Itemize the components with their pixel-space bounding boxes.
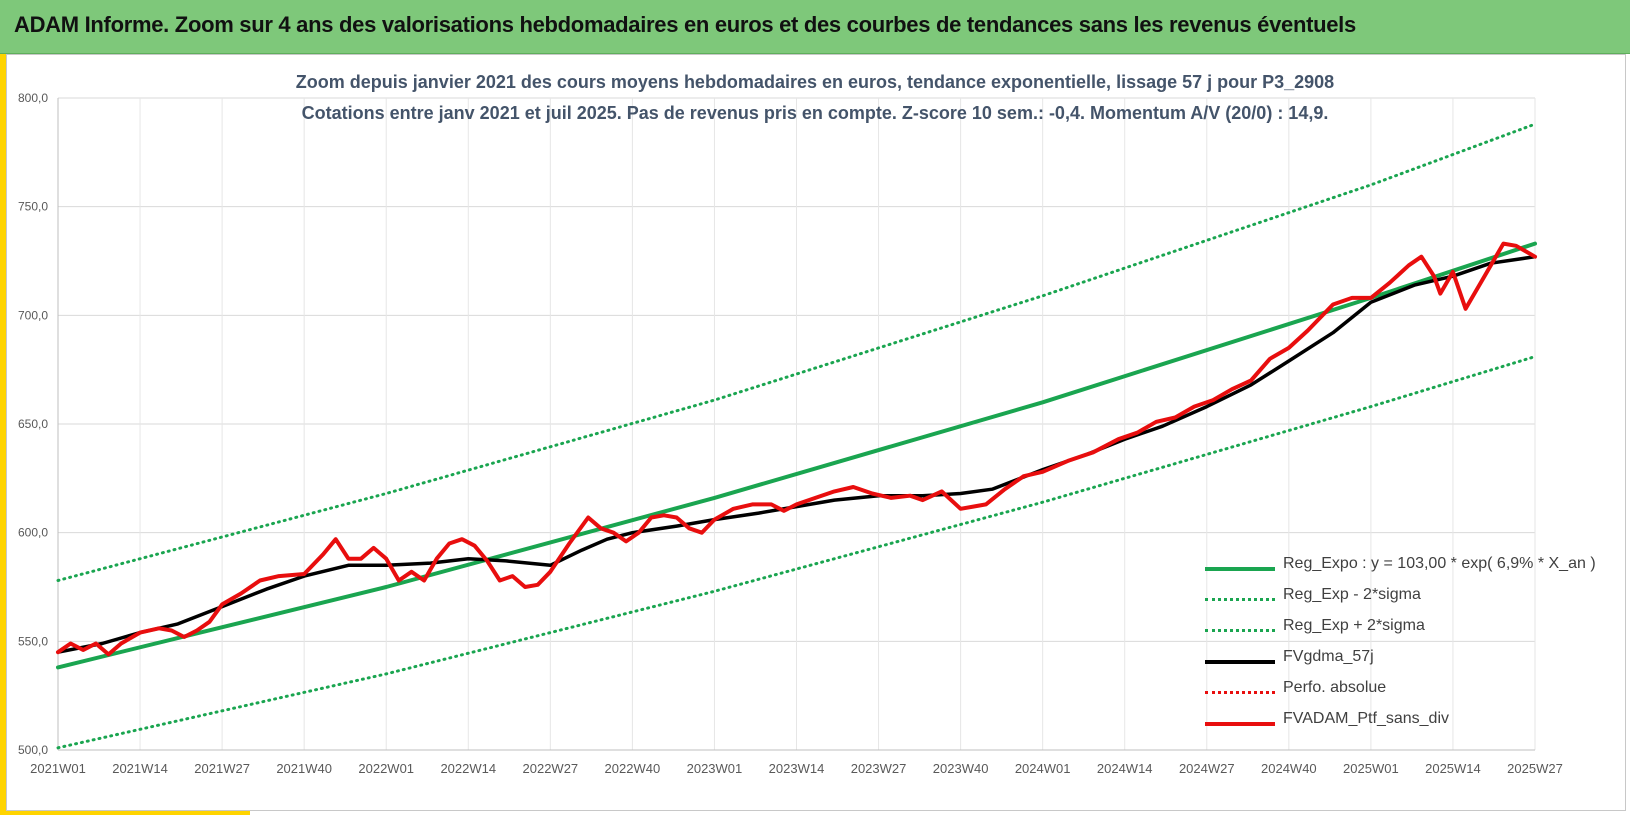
y-tick-label: 750,0 (18, 200, 48, 214)
legend-label: Reg_Expo : y = 103,00 * exp( 6,9% * X_an… (1283, 555, 1596, 572)
chart-frame (6, 54, 1626, 811)
x-tick-label: 2021W27 (194, 761, 250, 776)
x-tick-label: 2022W01 (358, 761, 414, 776)
series-line-3 (56, 122, 1537, 582)
x-tick-label: 2021W40 (276, 761, 332, 776)
y-tick-label: 500,0 (18, 743, 48, 757)
y-tick-label: 650,0 (18, 417, 48, 431)
x-tick-label: 2022W27 (523, 761, 579, 776)
x-tick-label: 2025W14 (1425, 761, 1481, 776)
x-tick-label: 2023W14 (769, 761, 825, 776)
series-line-1 (56, 241, 1537, 670)
x-tick-label: 2024W14 (1097, 761, 1153, 776)
x-tick-label: 2022W14 (440, 761, 496, 776)
legend-swatch (1205, 722, 1275, 726)
accent-bar-left (0, 54, 6, 815)
series-line-2 (56, 355, 1537, 750)
y-tick-label: 800,0 (18, 91, 48, 105)
x-tick-label: 2025W01 (1343, 761, 1399, 776)
banner-title: ADAM Informe. Zoom sur 4 ans des valoris… (14, 12, 1356, 37)
legend-label: Reg_Exp + 2*sigma (1283, 617, 1425, 634)
chart-title: Zoom depuis janvier 2021 des cours moyen… (295, 72, 1335, 92)
legend-swatch (1205, 567, 1275, 571)
accent-bar-bottom (0, 811, 250, 815)
x-tick-label: 2023W40 (933, 761, 989, 776)
x-tick-label: 2025W27 (1507, 761, 1563, 776)
y-tick-label: 700,0 (18, 308, 48, 322)
legend-label: FVADAM_Ptf_sans_div (1283, 710, 1449, 727)
x-tick-label: 2021W01 (30, 761, 86, 776)
legend-swatch (1205, 629, 1275, 632)
y-tick-label: 550,0 (18, 634, 48, 648)
y-tick-label: 600,0 (18, 526, 48, 540)
x-tick-label: 2023W27 (851, 761, 907, 776)
legend-label: Perfo. absolue (1283, 679, 1387, 696)
series-line-6 (56, 241, 1537, 657)
legend-swatch (1205, 691, 1275, 694)
x-tick-label: 2024W27 (1179, 761, 1235, 776)
x-tick-label: 2022W40 (605, 761, 661, 776)
title-banner: ADAM Informe. Zoom sur 4 ans des valoris… (0, 0, 1630, 54)
x-tick-label: 2024W01 (1015, 761, 1071, 776)
x-tick-label: 2021W14 (112, 761, 168, 776)
legend-swatch (1205, 598, 1275, 601)
legend-label: FVgdma_57j (1283, 648, 1374, 665)
legend-label: Reg_Exp - 2*sigma (1283, 586, 1421, 603)
x-tick-label: 2024W40 (1261, 761, 1317, 776)
x-tick-label: 2023W01 (687, 761, 743, 776)
chart-subtitle: Cotations entre janv 2021 et juil 2025. … (301, 103, 1329, 123)
legend-swatch (1205, 660, 1275, 664)
